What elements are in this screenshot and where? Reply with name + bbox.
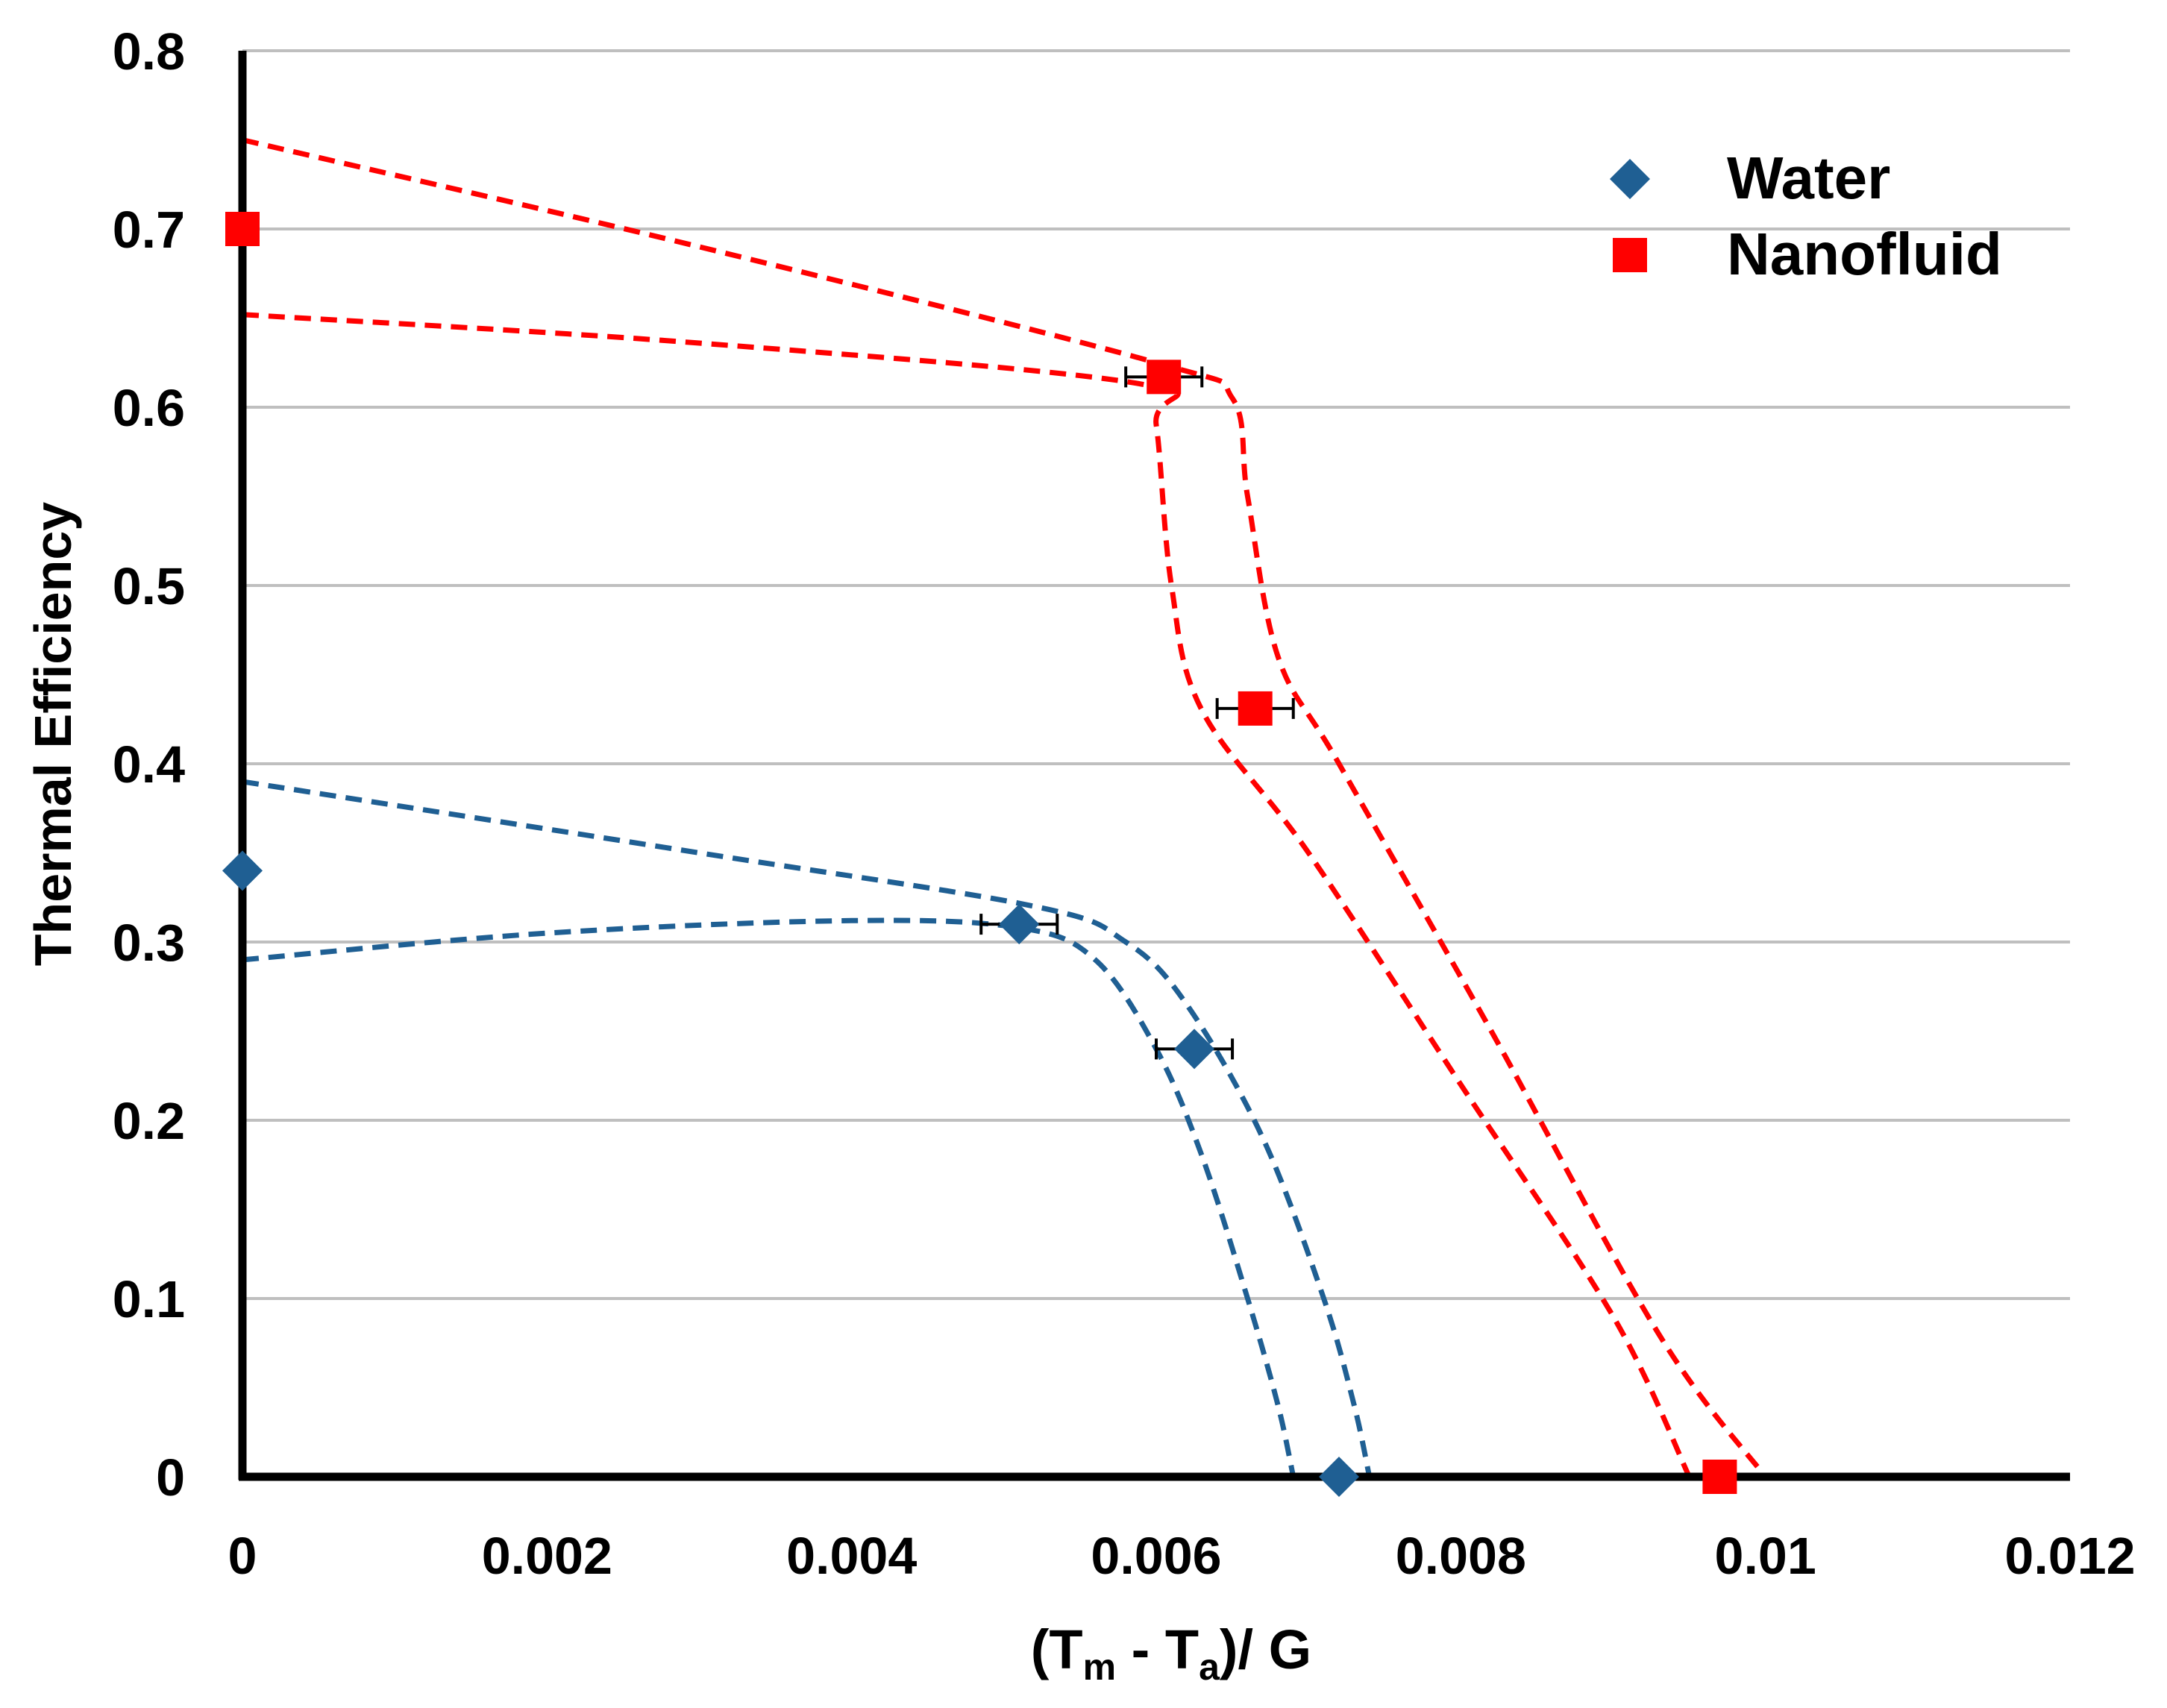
x-tick-label-0.004: 0.004 (786, 1527, 917, 1585)
legend-label-water: Water (1727, 145, 1890, 211)
gridlines (242, 49, 2070, 1300)
y-tick-label-0.6: 0.6 (113, 379, 185, 437)
water-point-0 (222, 850, 263, 891)
confidence-bounds (242, 137, 1768, 1479)
y-tick-label-0.5: 0.5 (113, 557, 185, 615)
legend-item-water: Water (1610, 145, 1890, 211)
y-tick-label-0.1: 0.1 (113, 1270, 185, 1328)
legend-item-nanofluid: Nanofluid (1613, 221, 2002, 287)
legend: Water Nanofluid (1610, 145, 2002, 287)
y-tick-label-0.4: 0.4 (113, 735, 185, 794)
nanofluid-point-3 (1702, 1460, 1737, 1494)
x-axis-title-part-4: )/ G (1220, 1618, 1311, 1680)
water-lower-bound-line (242, 917, 1296, 1478)
y-tick-label-0.7: 0.7 (113, 201, 185, 259)
y-tick-label-0.3: 0.3 (113, 914, 185, 972)
tick-labels: 0 0.1 0.2 0.3 0.4 0.5 0.6 0.7 0.8 0 0.002 0.004 0.00… (113, 22, 2136, 1585)
water-point-1 (999, 904, 1040, 945)
nanofluid-point-0 (225, 212, 260, 246)
legend-label-nanofluid: Nanofluid (1727, 221, 2002, 287)
x-axis-title-part-0: (T (1031, 1618, 1083, 1680)
x-tick-label-0.002: 0.002 (482, 1527, 612, 1585)
nanofluid-point-1 (1147, 360, 1182, 395)
x-tick-label-0.006: 0.006 (1091, 1527, 1221, 1585)
water-point-2 (1174, 1029, 1215, 1070)
legend-marker-nanofluid (1613, 238, 1647, 272)
x-axis-title-part-2: - T (1116, 1618, 1199, 1680)
x-axis-title-part-1: m (1083, 1646, 1116, 1688)
y-tick-label-0.8: 0.8 (113, 22, 185, 81)
nanofluid-lower-bound-line (242, 312, 1692, 1478)
axes (238, 51, 2070, 1481)
data-markers (222, 212, 1737, 1497)
x-tick-label-0.01: 0.01 (1715, 1527, 1816, 1585)
legend-marker-water (1610, 159, 1650, 199)
nanofluid-point-2 (1238, 691, 1273, 726)
x-tick-label-0: 0 (228, 1527, 257, 1585)
water-upper-bound-line (242, 779, 1373, 1478)
nanofluid-upper-bound-line (242, 137, 1768, 1479)
x-tick-label-0.008: 0.008 (1396, 1527, 1526, 1585)
y-axis-title: Thermal Efficiency (24, 502, 82, 967)
water-point-3 (1319, 1457, 1359, 1497)
y-tick-label-0.2: 0.2 (113, 1092, 185, 1150)
x-axis-title: (Tm - Ta)/ G (1031, 1618, 1311, 1688)
x-tick-label-0.012: 0.012 (2004, 1527, 2135, 1585)
y-tick-label-0: 0 (156, 1448, 185, 1507)
x-axis-title-part-3: a (1199, 1646, 1220, 1688)
